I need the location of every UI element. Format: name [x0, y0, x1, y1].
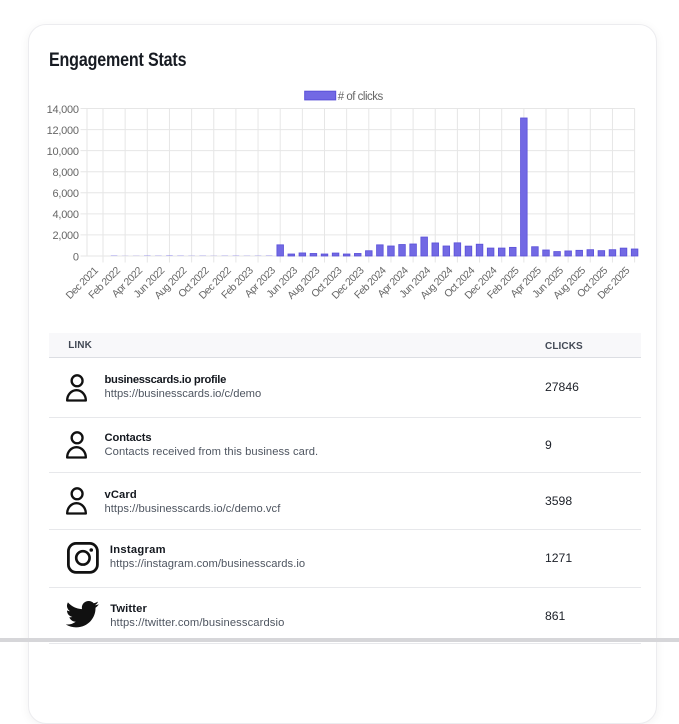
svg-text:10,000: 10,000 [47, 146, 79, 158]
svg-text:8,000: 8,000 [53, 167, 79, 179]
svg-text:# of clicks: # of clicks [338, 91, 384, 103]
svg-text:4,000: 4,000 [53, 209, 79, 221]
svg-text:6,000: 6,000 [53, 188, 79, 200]
svg-text:12,000: 12,000 [47, 125, 79, 137]
svg-text:2,000: 2,000 [53, 230, 79, 242]
svg-text:0: 0 [73, 251, 79, 263]
svg-text:14,000: 14,000 [47, 104, 79, 116]
